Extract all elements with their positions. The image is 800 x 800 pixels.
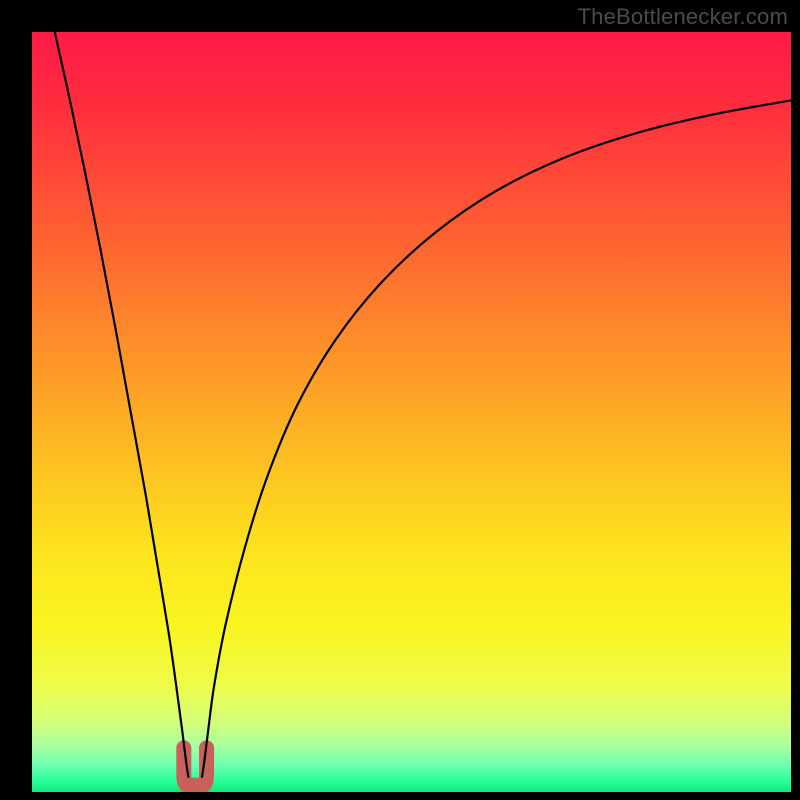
watermark-text: TheBottlenecker.com	[578, 4, 788, 30]
plot-area	[32, 32, 791, 792]
chart-frame: TheBottlenecker.com	[0, 0, 800, 800]
curve-overlay	[32, 32, 791, 792]
curve-left	[55, 32, 189, 777]
curve-right	[202, 100, 791, 776]
